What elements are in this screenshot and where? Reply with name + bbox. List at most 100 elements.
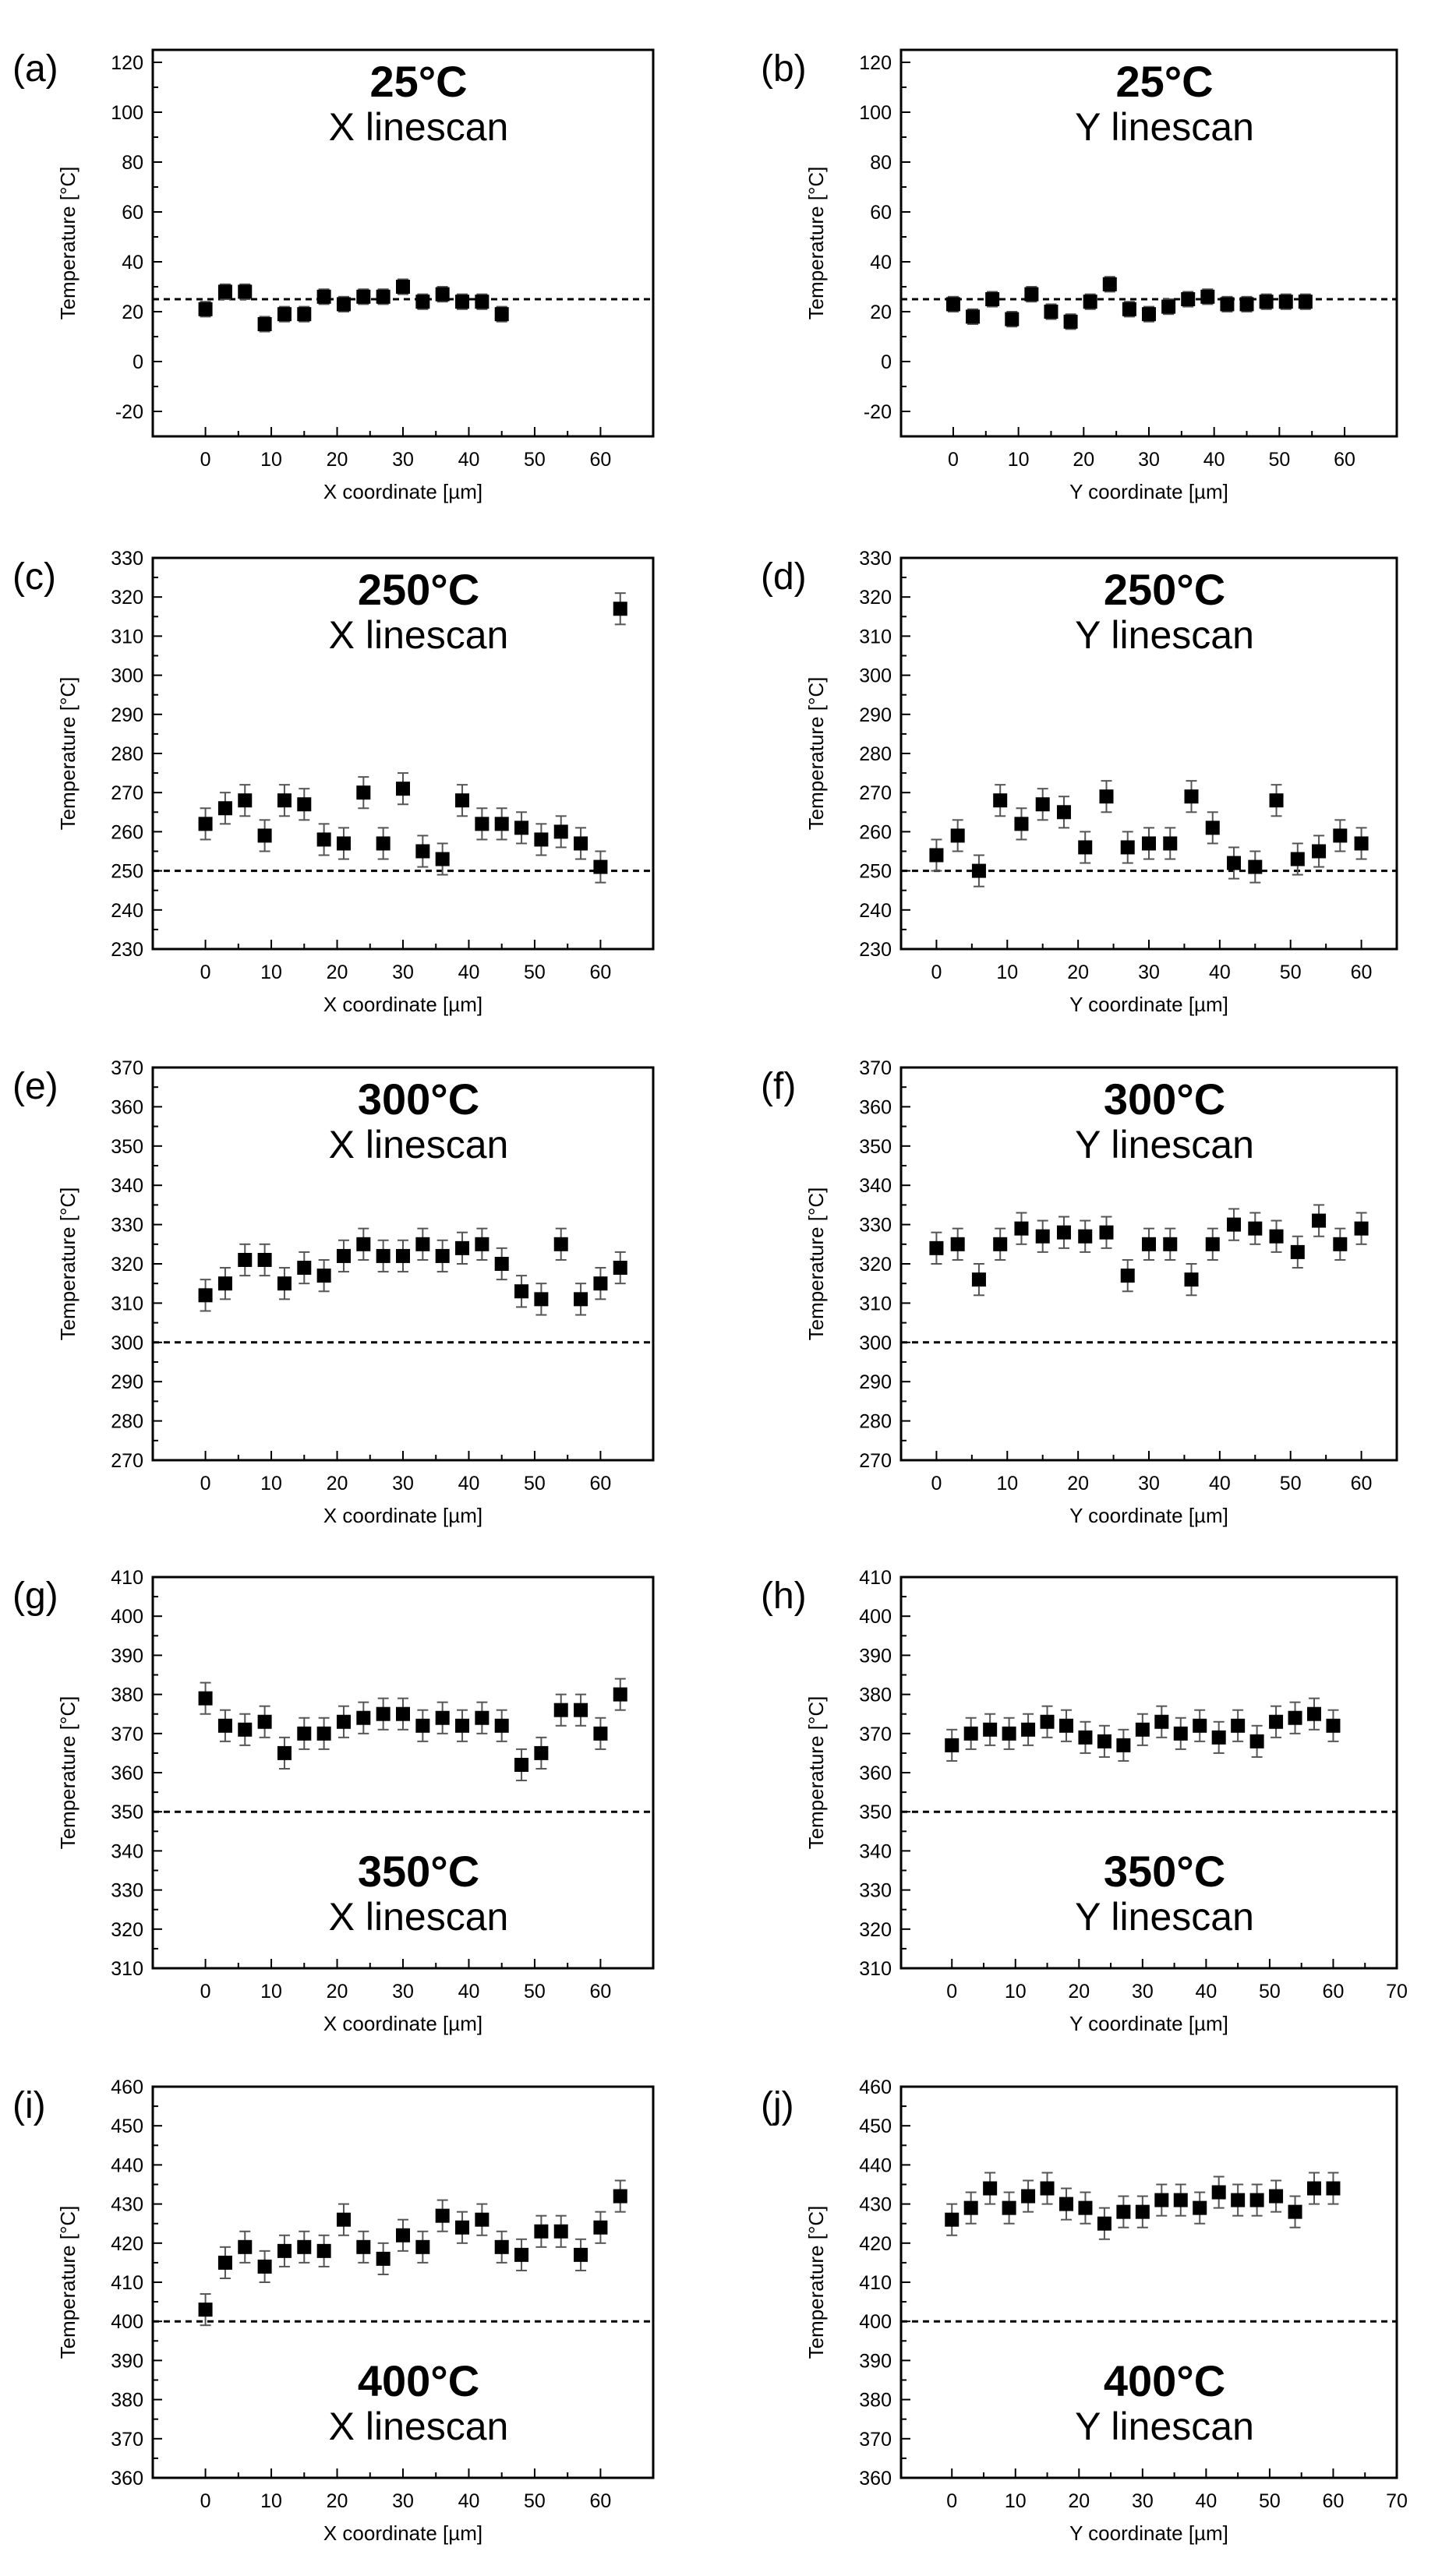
panel-label: (f) [761,1066,796,1107]
marker [983,2181,998,2196]
data-point [971,854,986,887]
marker [1269,1229,1284,1244]
marker [1269,2189,1284,2204]
marker [494,1257,509,1271]
data-point [593,2211,608,2244]
y-tick-label: 360 [859,1096,892,1118]
y-tick-label: 330 [111,1215,143,1237]
x-tick-label: 30 [392,962,414,983]
marker [356,2239,371,2254]
data-point [455,1709,470,1742]
data-point [574,827,588,860]
data-point [1024,286,1039,303]
panel-a: (a) -20 0 20 40 60 80 100 120 0 10 20 30 40 50 60 X coor… [12,48,655,503]
panel-label: (j) [761,2085,794,2126]
data-point [257,2250,272,2283]
chart-subtitle: X linescan [329,2405,509,2448]
marker [1173,2193,1188,2207]
marker [993,793,1008,808]
marker [1354,1221,1369,1236]
y-tick-label: 310 [859,1293,892,1314]
data-point [494,1247,509,1281]
marker [435,287,450,302]
marker [945,297,960,312]
data-point [966,308,981,325]
y-tick-label: 60 [870,202,892,224]
data-point [1102,276,1117,293]
marker [238,284,253,299]
marker [574,836,588,851]
y-tick-label: 350 [111,1801,143,1823]
data-point [983,2172,998,2205]
data-point [1044,303,1058,320]
marker [1135,1722,1150,1737]
y-tick-label: 330 [859,1880,892,1902]
marker [534,2224,549,2239]
data-point [336,1239,351,1273]
marker [198,817,213,831]
data-point [534,2214,549,2248]
data-point [198,301,213,318]
data-point [514,2238,529,2271]
marker [1288,2204,1302,2219]
x-tick-label: 60 [590,449,612,471]
chart-title: 25°C [1115,57,1213,106]
marker [553,2224,568,2239]
x-tick-label: 40 [458,449,480,471]
y-tick-label: 320 [859,587,892,609]
marker [593,2220,608,2235]
x-tick-label: 60 [590,2490,612,2512]
y-axis-label: Temperature [°C] [804,1696,828,1850]
data-point [297,305,312,323]
data-point [950,1227,965,1261]
data-point [1193,2191,1207,2225]
x-tick-label: 30 [1138,449,1160,471]
data-point [1307,2172,1321,2205]
marker [971,1272,986,1287]
marker [945,1738,960,1752]
marker [1333,828,1348,843]
marker [494,307,509,322]
marker [277,307,292,322]
data-point [593,1267,608,1300]
data-point [1021,2179,1036,2213]
data-point [613,2179,627,2213]
data-point [1120,831,1135,864]
panel-d: (d) 230 240 250 260 270 280 290 300 310 320 330 0 10 2… [761,548,1398,1016]
marker [297,1261,312,1276]
marker [534,1292,549,1307]
y-tick-label: 230 [859,939,892,961]
x-tick-label: 10 [260,449,282,471]
marker [475,295,489,309]
data-point [1099,780,1114,813]
data-point [945,295,960,312]
data-point [277,2234,292,2267]
marker [1249,2193,1264,2207]
x-tick-label: 60 [1323,1981,1345,2003]
x-tick-label: 50 [1280,962,1302,983]
marker [316,289,331,304]
y-tick-label: 410 [111,1567,143,1589]
data-point [376,1239,391,1273]
marker [316,1269,331,1283]
data-point [415,1709,430,1742]
data-point [1239,295,1254,312]
x-tick-label: 60 [1334,449,1355,471]
data-point [1312,1204,1327,1237]
data-point [455,784,470,817]
data-point [1116,2195,1131,2228]
marker [356,1710,371,1725]
x-tick-label: 10 [1005,1981,1027,2003]
marker [1135,2204,1150,2219]
data-point [376,827,391,860]
marker [257,317,272,331]
marker [1002,2200,1016,2215]
marker [534,832,549,847]
data-point [1002,2191,1016,2225]
data-point [1269,1219,1284,1253]
data-point [553,2214,568,2248]
marker [356,1237,371,1251]
data-point [993,784,1008,817]
chart-subtitle: Y linescan [1075,2405,1254,2448]
marker [1078,1229,1093,1244]
